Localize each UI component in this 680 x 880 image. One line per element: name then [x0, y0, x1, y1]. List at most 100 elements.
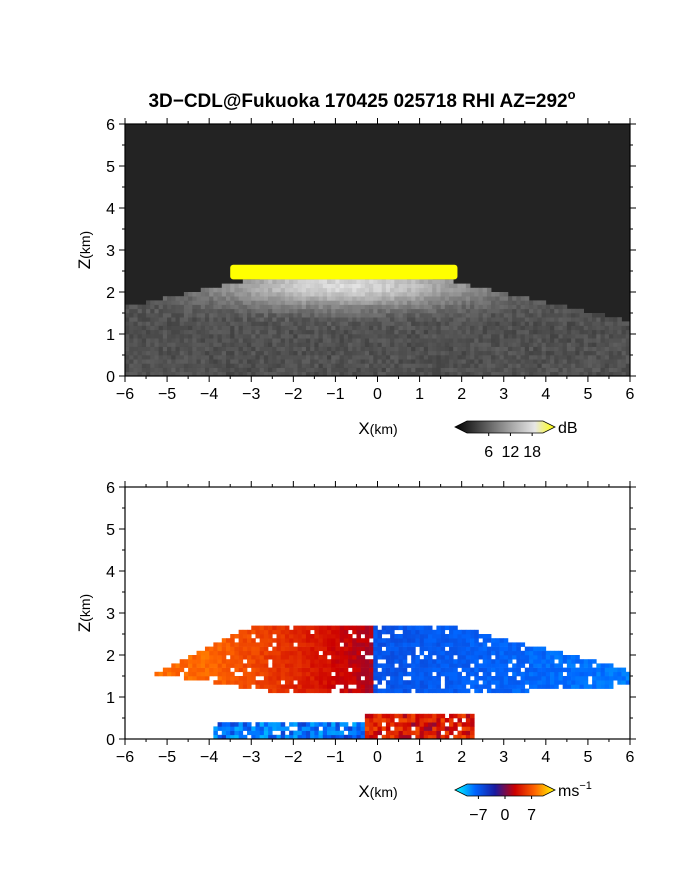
reflectivity-cell [297, 287, 303, 293]
reflectivity-cell [495, 367, 500, 373]
velocity-cell [394, 730, 399, 736]
reflectivity-cell [524, 317, 530, 322]
velocity-cell [322, 667, 328, 673]
velocity-cell [310, 676, 315, 681]
reflectivity-cell [625, 334, 630, 339]
reflectivity-cell [457, 359, 462, 364]
velocity-cell [457, 713, 462, 719]
reflectivity-cell [587, 329, 593, 335]
velocity-cell [381, 713, 387, 719]
reflectivity-cell [453, 304, 458, 310]
velocity-cell [360, 671, 366, 677]
reflectivity-cell [364, 308, 370, 314]
velocity-cell [587, 663, 593, 668]
reflectivity-cell [449, 300, 454, 305]
reflectivity-cell [398, 321, 404, 326]
reflectivity-cell [385, 334, 391, 339]
velocity-cell [280, 730, 286, 736]
reflectivity-cell [390, 317, 395, 322]
velocity-cell [200, 671, 206, 677]
reflectivity-cell [440, 367, 446, 373]
reflectivity-cell [226, 287, 231, 293]
velocity-cell [234, 676, 239, 681]
velocity-cell [230, 638, 235, 643]
reflectivity-cell [453, 346, 458, 352]
reflectivity-cell [238, 334, 244, 339]
velocity-cell [432, 663, 437, 668]
velocity-cell [209, 663, 214, 668]
velocity-cell [331, 726, 336, 731]
velocity-cell [272, 663, 277, 668]
reflectivity-cell [428, 313, 433, 318]
reflectivity-cell [415, 367, 420, 373]
reflectivity-cell [411, 325, 416, 331]
reflectivity-cell [432, 317, 437, 322]
velocity-cell [369, 642, 374, 647]
reflectivity-cell [373, 342, 378, 347]
reflectivity-cell [343, 292, 349, 297]
reflectivity-cell [478, 350, 484, 356]
velocity-cell [221, 726, 227, 731]
velocity-cell [318, 688, 324, 694]
reflectivity-cell [617, 363, 622, 368]
reflectivity-cell [343, 338, 349, 343]
reflectivity-cell [453, 338, 458, 343]
reflectivity-cell [305, 296, 311, 301]
velocity-cell [238, 730, 244, 736]
velocity-cell [491, 680, 496, 685]
velocity-cell [385, 629, 391, 635]
reflectivity-cell [503, 334, 509, 339]
velocity-cell [352, 646, 357, 652]
reflectivity-cell [369, 346, 374, 352]
velocity-cell [242, 667, 248, 673]
reflectivity-cell [465, 371, 471, 376]
reflectivity-cell [600, 367, 606, 373]
reflectivity-cell [415, 346, 420, 352]
velocity-cell [297, 638, 303, 643]
reflectivity-cell [322, 292, 328, 297]
velocity-cell [558, 650, 563, 656]
reflectivity-cell [512, 334, 517, 339]
reflectivity-cell [247, 346, 252, 352]
velocity-cell [327, 730, 332, 736]
reflectivity-cell [192, 300, 197, 305]
reflectivity-cell [226, 304, 231, 310]
reflectivity-cell [482, 334, 488, 339]
velocity-cell [364, 642, 370, 647]
reflectivity-cell [571, 308, 576, 314]
reflectivity-cell [226, 355, 231, 360]
reflectivity-cell [423, 300, 429, 305]
velocity-cell [453, 684, 458, 689]
reflectivity-cell [411, 342, 416, 347]
velocity-cell [314, 734, 319, 739]
reflectivity-cell [154, 363, 159, 368]
velocity-cell [352, 663, 357, 668]
reflectivity-cell [474, 342, 479, 347]
reflectivity-cell [335, 279, 340, 284]
velocity-cell [423, 659, 429, 664]
reflectivity-cell [444, 313, 450, 318]
velocity-cell [406, 650, 412, 656]
velocity-cell [398, 655, 404, 660]
velocity-cell [545, 671, 551, 677]
reflectivity-cell [179, 363, 185, 368]
reflectivity-cell [444, 371, 450, 376]
reflectivity-cell [385, 342, 391, 347]
velocity-cell [398, 642, 404, 647]
reflectivity-cell [507, 313, 513, 318]
reflectivity-cell [179, 308, 185, 314]
reflectivity-cell [600, 325, 606, 331]
reflectivity-cell [293, 338, 298, 343]
reflectivity-cell [604, 371, 610, 376]
reflectivity-cell [226, 363, 231, 368]
reflectivity-cell [394, 283, 399, 289]
velocity-cell [335, 629, 340, 635]
reflectivity-cell [171, 329, 176, 335]
velocity-cell [587, 659, 593, 664]
velocity-cell [579, 659, 585, 664]
velocity-cell [276, 680, 282, 685]
reflectivity-cell [183, 300, 189, 305]
reflectivity-cell [503, 367, 509, 373]
velocity-cell [238, 629, 244, 635]
reflectivity-cell [453, 313, 458, 318]
